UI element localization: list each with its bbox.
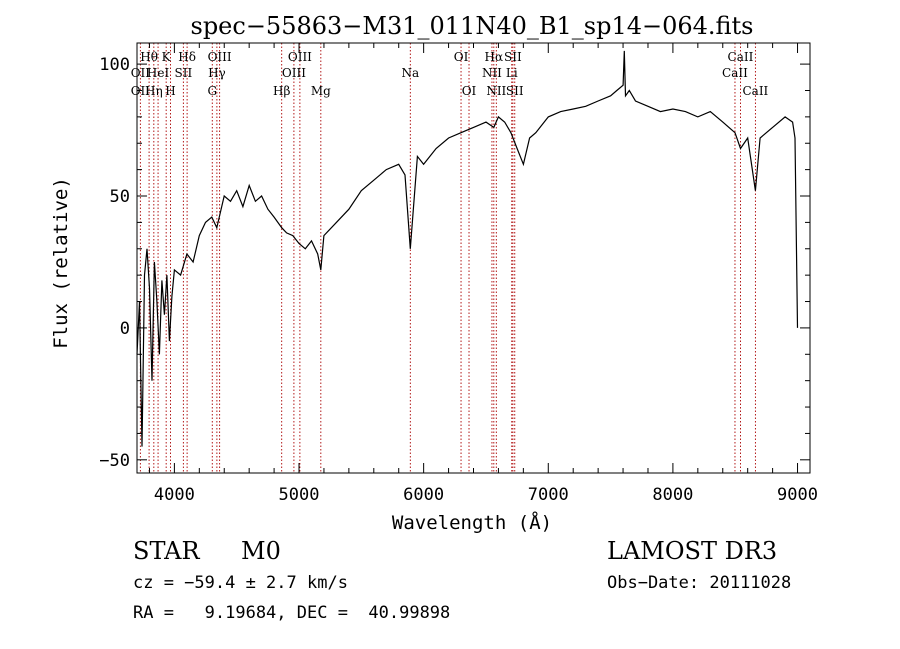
spectral-line-label: G: [207, 84, 217, 98]
chart-title: spec−55863−M31_011N40_B1_sp14−064.fits: [191, 12, 754, 40]
spectral-line-label: OIII: [208, 50, 232, 64]
spectral-line-label: OII: [131, 66, 151, 80]
x-axis-tick-labels: 4000 5000 6000 7000 8000 9000: [154, 485, 818, 505]
spectral-line-label: NII: [486, 84, 506, 98]
spectral-line-label: OIII: [282, 66, 306, 80]
redshift-cz: cz = −59.4 ± 2.7 km/s: [133, 573, 348, 593]
spectral-line-label: Hα: [485, 50, 504, 64]
spectral-line-label: K: [162, 50, 172, 64]
ra-dec-coordinates: RA = 9.19684, DEC = 40.99898: [133, 603, 451, 623]
spectral-line-label: OI: [462, 84, 477, 98]
spectral-line-label: SII: [175, 66, 193, 80]
y-tick-label: 50: [110, 187, 130, 207]
spectral-line-markers: [139, 43, 756, 473]
plot-frame: [136, 42, 811, 474]
obs-date: Obs−Date: 20111028: [607, 573, 792, 593]
spectral-line-label: HeI: [147, 66, 170, 80]
y-axis-tick-labels: −50 0 50 100: [99, 55, 130, 471]
spectrum-series-line: [136, 50, 799, 447]
spectral-line-label: Li: [506, 66, 518, 80]
spectral-line-label: Hβ: [273, 84, 290, 98]
spectral-line-labels: OIIOIIHθHηHeIKHSIIHδGHγOIIIHβOIIIOIIIMgN…: [131, 50, 769, 98]
spectral-line-label: CaII: [722, 66, 748, 80]
survey-name: LAMOST DR3: [607, 537, 778, 565]
x-tick-label: 7000: [528, 485, 569, 505]
x-tick-label: 8000: [652, 485, 693, 505]
spectral-line-label: OI: [454, 50, 469, 64]
spectral-line-label: Hδ: [178, 50, 196, 64]
spectral-line-label: Hη: [145, 84, 163, 98]
x-axis-label: Wavelength (Å): [392, 511, 552, 534]
x-tick-label: 6000: [403, 485, 444, 505]
spectral-line-label: OII: [131, 84, 151, 98]
axis-ticks: [137, 43, 810, 473]
spectral-line-label: OIII: [288, 50, 312, 64]
spectral-line-label: CaII: [742, 84, 768, 98]
y-tick-label: 100: [99, 55, 130, 75]
x-tick-label: 5000: [279, 485, 320, 505]
spectral-line-label: Mg: [311, 84, 331, 98]
spectral-line-label: H: [165, 84, 175, 98]
spectral-line-label: SII: [506, 84, 524, 98]
y-tick-label: −50: [99, 451, 130, 471]
y-tick-label: 0: [120, 319, 130, 339]
object-class: STAR: [133, 537, 200, 565]
y-axis-label: Flux (relative): [50, 177, 72, 349]
spectral-line-label: SII: [504, 50, 522, 64]
spectral-line-label: Na: [401, 66, 419, 80]
spectral-line-label: Hγ: [208, 66, 226, 80]
x-tick-label: 9000: [777, 485, 818, 505]
spectral-line-label: CaII: [728, 50, 754, 64]
object-subclass: M0: [241, 537, 281, 565]
spectral-line-label: NII: [482, 66, 502, 80]
spectral-line-label: Hθ: [140, 50, 158, 64]
x-tick-label: 4000: [154, 485, 195, 505]
